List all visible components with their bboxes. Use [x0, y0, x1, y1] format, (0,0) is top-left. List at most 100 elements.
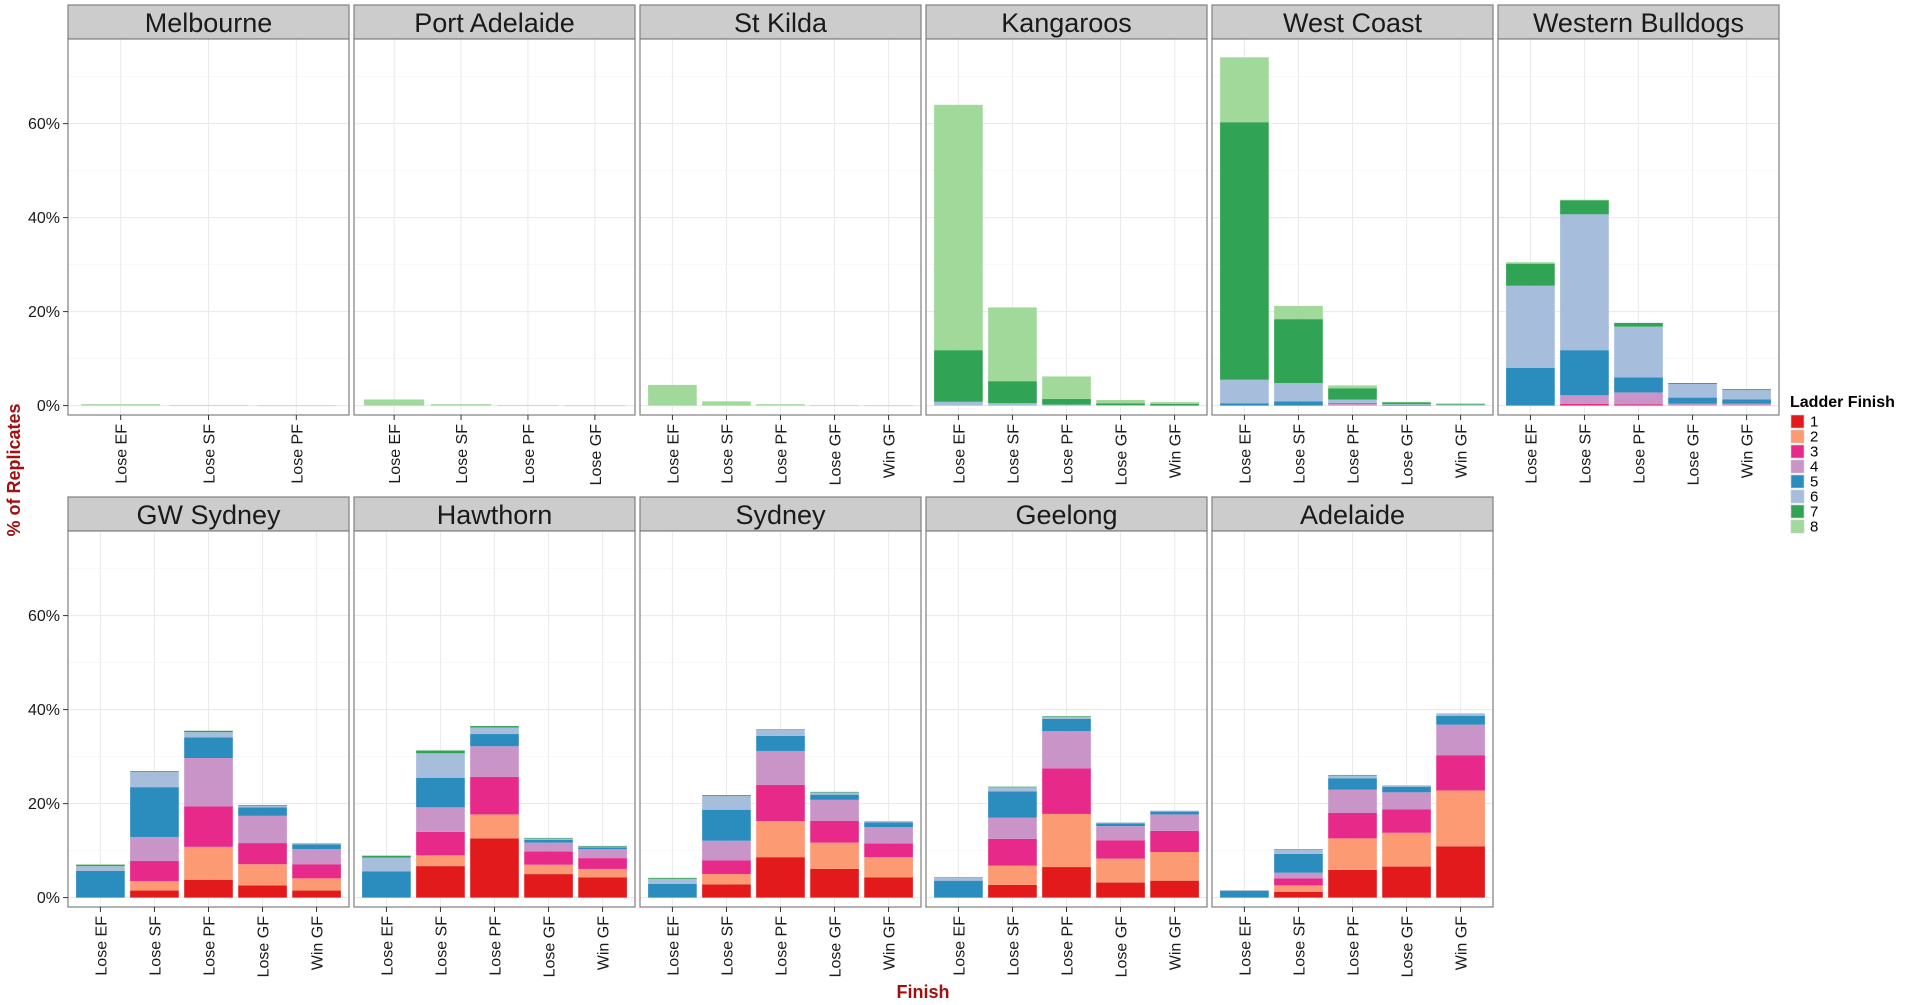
bar-segment-kangaroos-win-gf-ladder-8: [1150, 402, 1199, 404]
x-tick-label: Lose EF: [1237, 424, 1254, 484]
bar-segment-geelong-lose-pf-ladder-3: [1042, 768, 1091, 814]
facet-strip-label: St Kilda: [734, 8, 828, 38]
x-tick-label: Lose PF: [1632, 424, 1649, 484]
bar-segment-hawthorn-lose-pf-ladder-1: [470, 838, 519, 898]
bar-segment-hawthorn-win-gf-ladder-1: [578, 877, 627, 898]
bar-segment-sydney-lose-sf-ladder-7: [702, 795, 751, 797]
bar-segment-hawthorn-lose-gf-ladder-4: [524, 842, 573, 852]
facet-strip: [353, 496, 636, 532]
bar-segment-hawthorn-lose-gf-ladder-3: [524, 851, 573, 865]
x-tick-label: Lose SF: [1005, 916, 1022, 976]
bar-segment-adelaide-lose-gf-ladder-2: [1382, 832, 1431, 867]
bar-segment-west-coast-lose-pf-ladder-6: [1328, 399, 1377, 403]
bar-segment-hawthorn-lose-gf-ladder-7: [524, 837, 573, 839]
bar-segment-western-bulldogs-lose-sf-ladder-3: [1560, 403, 1609, 406]
x-tick-label: Lose GF: [1686, 424, 1703, 486]
y-axis-title: % of Replicates: [4, 403, 24, 536]
bar-segment-geelong-lose-sf-ladder-5: [988, 791, 1037, 818]
bar-segment-kangaroos-lose-pf-ladder-6: [1042, 404, 1091, 406]
y-axis-row-1: 0% 20% 40% 60%: [28, 116, 68, 415]
legend-title: Ladder Finish: [1790, 394, 1895, 411]
bar-segment-hawthorn-lose-pf-ladder-7: [470, 726, 519, 728]
bar-segment-west-coast-lose-sf-ladder-7: [1274, 319, 1323, 384]
bar-segment-sydney-win-gf-ladder-6: [864, 820, 913, 823]
bar-segment-gw-sydney-lose-gf-ladder-5: [238, 807, 287, 816]
bar-segment-gw-sydney-lose-sf-ladder-6: [130, 772, 179, 788]
panel-border: [353, 38, 636, 416]
bar-segment-geelong-lose-ef-ladder-7: [934, 877, 983, 878]
legend-key-2: [1790, 429, 1805, 444]
x-tick-label: Win GF: [882, 916, 899, 970]
bar-segment-geelong-lose-gf-ladder-3: [1096, 840, 1145, 859]
bar-segment-western-bulldogs-lose-pf-ladder-5: [1614, 377, 1663, 393]
bar-segment-sydney-lose-pf-ladder-6: [756, 729, 805, 736]
bar-segment-western-bulldogs-lose-sf-ladder-4: [1560, 395, 1609, 404]
bar-segment-sydney-lose-gf-ladder-7: [810, 791, 859, 793]
bar-segment-geelong-lose-pf-ladder-6: [1042, 716, 1091, 719]
bar-segment-west-coast-lose-gf-ladder-7: [1382, 402, 1431, 405]
facet-panel-st-kilda: St Kilda Lose EF Lose SF Lose PF Lose GF Win …: [639, 4, 922, 486]
bar-segment-adelaide-win-gf-ladder-1: [1436, 846, 1485, 898]
bar-segment-hawthorn-win-gf-ladder-5: [578, 847, 627, 850]
facet-panel-melbourne: Melbourne Lose EF Lose SF Lose PF: [67, 4, 350, 484]
bar-segment-geelong-lose-gf-ladder-4: [1096, 826, 1145, 841]
bar-segment-adelaide-lose-pf-ladder-1: [1328, 869, 1377, 898]
bar-segment-west-coast-lose-gf-ladder-8: [1382, 401, 1431, 403]
x-tick-label: Lose EF: [665, 424, 682, 484]
x-tick-label: Win GF: [1168, 424, 1185, 478]
bar-segment-hawthorn-lose-sf-ladder-2: [416, 855, 465, 867]
bar-segment-st-kilda-lose-gf-ladder-8: [810, 405, 859, 406]
legend-key-1: [1790, 414, 1805, 429]
legend-label-5: 5: [1810, 474, 1818, 491]
bar-segment-kangaroos-lose-gf-ladder-6: [1096, 405, 1145, 406]
bar-segment-geelong-lose-gf-ladder-2: [1096, 858, 1145, 883]
bar-segment-kangaroos-lose-sf-ladder-7: [988, 381, 1037, 404]
bar-segment-west-coast-lose-sf-ladder-8: [1274, 305, 1323, 320]
bar-segment-geelong-lose-sf-ladder-6: [988, 787, 1037, 792]
bar-segment-sydney-win-gf-ladder-1: [864, 877, 913, 898]
bar-segment-western-bulldogs-lose-sf-ladder-8: [1560, 199, 1609, 201]
bar-segment-kangaroos-lose-pf-ladder-7: [1042, 399, 1091, 405]
bar-segment-st-kilda-win-gf-ladder-8: [864, 405, 913, 407]
y-tick-label: 60%: [28, 116, 60, 133]
legend-key-6: [1790, 489, 1805, 504]
bar-segment-gw-sydney-lose-sf-ladder-4: [130, 836, 179, 861]
bar-segment-adelaide-lose-pf-ladder-3: [1328, 813, 1377, 839]
facet-panel-adelaide: Adelaide Lose EF Lose SF Lose PF Lose GF Win …: [1211, 496, 1494, 977]
bar-segment-west-coast-lose-ef-ladder-6: [1220, 379, 1269, 404]
bar-segment-geelong-win-gf-ladder-5: [1150, 811, 1199, 815]
bar-segment-gw-sydney-win-gf-ladder-4: [292, 849, 341, 865]
bar-segment-port-adelaide-lose-pf-ladder-8: [497, 405, 559, 406]
x-tick-label: Lose GF: [542, 916, 559, 978]
bar-segment-geelong-lose-pf-ladder-1: [1042, 867, 1091, 898]
bar-segment-gw-sydney-lose-ef-ladder-7: [76, 864, 125, 867]
bar-segment-sydney-lose-sf-ladder-3: [702, 860, 751, 875]
bar-segment-geelong-lose-gf-ladder-6: [1096, 822, 1145, 824]
x-tick-label: Lose GF: [828, 424, 845, 486]
facet-strip-label: Adelaide: [1300, 500, 1405, 530]
x-tick-label: Lose GF: [256, 916, 273, 978]
x-tick-label: Lose PF: [488, 916, 505, 976]
x-tick-label: Lose PF: [521, 424, 538, 484]
bar-segment-hawthorn-lose-sf-ladder-1: [416, 866, 465, 898]
bar-segment-western-bulldogs-win-gf-ladder-4: [1722, 403, 1771, 406]
bar-segment-adelaide-win-gf-ladder-5: [1436, 715, 1485, 725]
bar-segment-gw-sydney-lose-pf-ladder-2: [184, 846, 233, 880]
x-tick-label: Lose PF: [774, 916, 791, 976]
bar-segment-west-coast-win-gf-ladder-7: [1436, 403, 1485, 405]
bar-segment-gw-sydney-lose-gf-ladder-6: [238, 805, 287, 808]
bar-segment-st-kilda-lose-ef-ladder-8: [648, 384, 697, 406]
x-tick-label: Lose SF: [1291, 424, 1308, 484]
x-tick-label: Lose SF: [719, 916, 736, 976]
bar-segment-hawthorn-lose-pf-ladder-4: [470, 746, 519, 777]
bar-segment-kangaroos-win-gf-ladder-6: [1150, 405, 1199, 406]
bar-segment-gw-sydney-lose-pf-ladder-7: [184, 730, 233, 733]
bar-segment-adelaide-lose-sf-ladder-3: [1274, 878, 1323, 886]
bar-segment-sydney-lose-ef-ladder-7: [648, 877, 697, 879]
bar-segment-port-adelaide-lose-ef-ladder-8: [364, 399, 425, 406]
bar-segment-sydney-lose-pf-ladder-7: [756, 729, 805, 730]
legend-key-4: [1790, 459, 1805, 474]
bar-segment-adelaide-lose-gf-ladder-3: [1382, 809, 1431, 833]
